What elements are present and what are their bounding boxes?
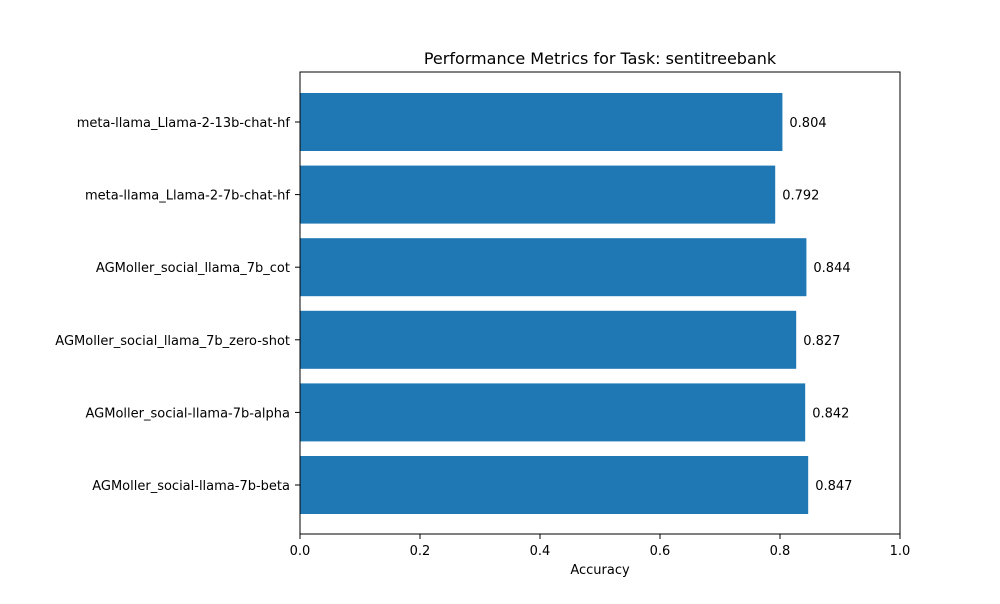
y-tick-label: AGMoller_social-llama-7b-beta <box>92 479 290 494</box>
y-tick-label: meta-llama_Llama-2-13b-chat-hf <box>77 116 291 131</box>
x-tick-label: 0.2 <box>410 544 431 559</box>
value-label: 0.827 <box>803 334 840 349</box>
bar <box>300 165 776 224</box>
y-tick-label: AGMoller_social-llama-7b-alpha <box>86 406 291 421</box>
y-axis: meta-llama_Llama-2-13b-chat-hf meta-llama… <box>55 116 300 494</box>
x-tick-label: 0.6 <box>650 544 671 559</box>
y-tick-label: AGMoller_social_llama_7b_zero-shot <box>55 334 290 349</box>
value-label: 0.842 <box>812 406 849 421</box>
bar <box>300 310 797 369</box>
bars-layer <box>300 93 809 514</box>
x-axis-label: Accuracy <box>570 563 630 578</box>
value-label: 0.804 <box>789 116 826 131</box>
x-tick-label: 1.0 <box>890 544 911 559</box>
x-axis: 0.0 0.2 0.4 0.6 0.8 1.0 <box>290 534 911 559</box>
x-tick-label: 0.4 <box>530 544 551 559</box>
y-tick-label: meta-llama_Llama-2-7b-chat-hf <box>85 189 290 204</box>
value-label: 0.847 <box>815 479 852 494</box>
chart-title: Performance Metrics for Task: sentitreeb… <box>424 49 777 68</box>
plot-frame <box>299 71 901 535</box>
value-label: 0.792 <box>782 189 819 204</box>
bar <box>300 383 806 442</box>
value-labels-layer: 0.804 0.792 0.844 0.827 0.842 0.847 <box>782 116 852 494</box>
bar <box>300 238 807 297</box>
bar <box>300 456 809 514</box>
x-tick-label: 0.0 <box>290 544 311 559</box>
x-tick-label: 0.8 <box>770 544 791 559</box>
value-label: 0.844 <box>813 261 850 276</box>
y-tick-label: AGMoller_social_llama_7b_cot <box>96 261 290 276</box>
bar <box>300 93 783 151</box>
